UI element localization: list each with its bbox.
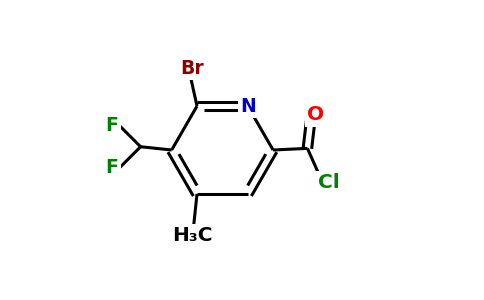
- Text: N: N: [240, 97, 256, 116]
- Text: H₃C: H₃C: [172, 226, 212, 245]
- Text: Cl: Cl: [318, 173, 340, 192]
- Text: F: F: [106, 116, 119, 135]
- Text: Br: Br: [180, 59, 204, 78]
- Text: F: F: [106, 158, 119, 178]
- Text: O: O: [307, 105, 324, 124]
